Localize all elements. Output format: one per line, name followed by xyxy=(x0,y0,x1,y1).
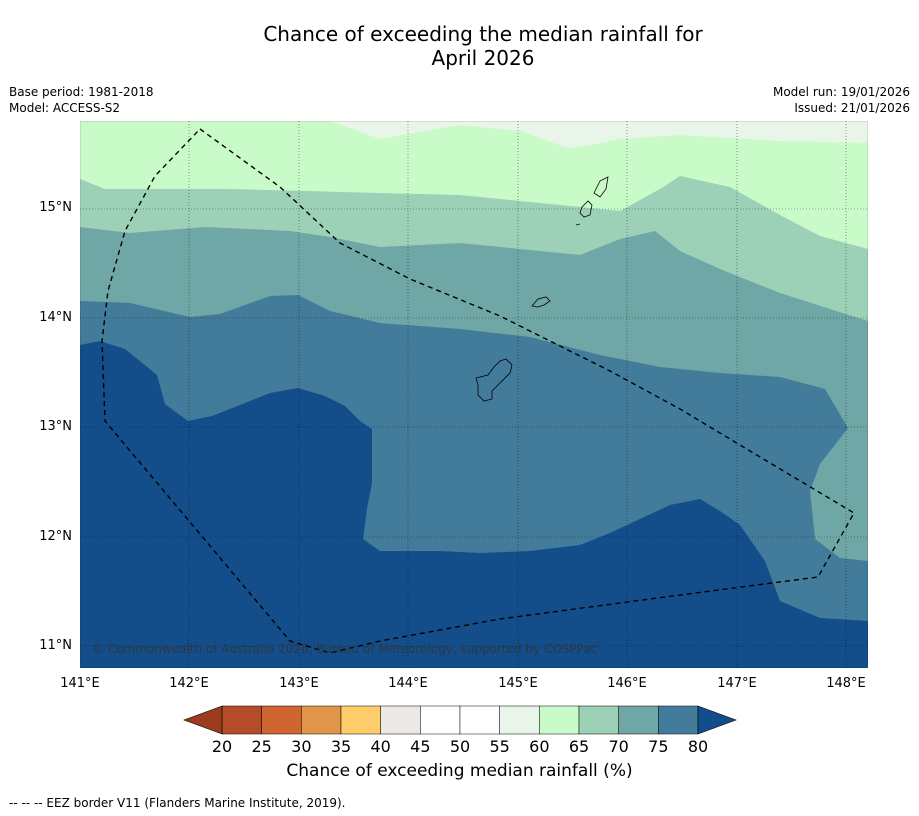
title-line-1: Chance of exceeding the median rainfall … xyxy=(263,22,703,46)
lat-tick-12: 12°N xyxy=(39,529,72,544)
colorbar-segment xyxy=(420,705,461,735)
lat-tick-14: 14°N xyxy=(39,310,72,325)
copyright-notice: © Commonwealth of Australia 2026, Bureau… xyxy=(92,642,598,656)
colorbar-segment xyxy=(618,705,659,735)
island-saipan xyxy=(593,176,609,198)
model-name: Model: ACCESS-S2 xyxy=(9,101,121,115)
colorbar-segment xyxy=(340,705,381,735)
lon-tick-143: 143°E xyxy=(279,676,319,691)
colorbar-label: Chance of exceeding median rainfall (%) xyxy=(286,761,633,781)
colorbar-tick: 25 xyxy=(251,737,272,756)
lon-tick-141: 141°E xyxy=(60,676,100,691)
colorbar-segment xyxy=(459,705,500,735)
island-aguijan xyxy=(575,223,581,226)
lon-tick-145: 145°E xyxy=(498,676,538,691)
colorbar-tick: 60 xyxy=(529,737,550,756)
lat-tick-13: 13°N xyxy=(39,419,72,434)
graticule xyxy=(80,121,868,668)
colorbar-tick: 30 xyxy=(291,737,312,756)
island-rota xyxy=(531,296,551,308)
lon-tick-147: 147°E xyxy=(717,676,757,691)
colorbar-segment xyxy=(261,705,302,735)
model-run: Model run: 19/01/2026 xyxy=(772,85,910,99)
rainfall-map xyxy=(80,121,868,668)
lat-tick-15: 15°N xyxy=(39,200,72,215)
colorbar-tick: 80 xyxy=(687,737,709,756)
issued-date: Issued: 21/01/2026 xyxy=(794,101,910,115)
colorbar-tick: 75 xyxy=(648,737,669,756)
meta-right: Model run: 19/01/2026 Issued: 21/01/2026 xyxy=(773,84,910,116)
lat-tick-11: 11°N xyxy=(39,638,72,653)
colorbar-tick: 40 xyxy=(370,737,391,756)
colorbar-tick: 65 xyxy=(568,737,590,756)
colorbar-segment xyxy=(499,705,540,735)
islands xyxy=(475,176,609,402)
colorbar-tick: 20 xyxy=(211,737,233,756)
eez-border xyxy=(101,128,855,654)
colorbar-under-arrow xyxy=(183,705,223,735)
colorbar-over-arrow xyxy=(697,705,737,735)
lon-tick-144: 144°E xyxy=(388,676,428,691)
footnote: -- -- -- EEZ border V11 (Flanders Marine… xyxy=(9,796,346,810)
colorbar-tick: 50 xyxy=(449,737,471,756)
colorbar-tick: 35 xyxy=(330,737,352,756)
lon-tick-146: 146°E xyxy=(607,676,647,691)
colorbar-segment xyxy=(539,705,580,735)
colorbar-tick: 45 xyxy=(410,737,431,756)
lon-tick-148: 148°E xyxy=(826,676,866,691)
band-over-80 xyxy=(80,341,868,668)
colorbar-segment xyxy=(380,705,421,735)
colorbar-segment xyxy=(578,705,619,735)
island-tinian xyxy=(579,200,593,218)
base-period: Base period: 1981-2018 xyxy=(9,85,154,99)
colorbar-tick: 55 xyxy=(489,737,510,756)
chart-title: Chance of exceeding the median rainfall … xyxy=(0,22,919,70)
lon-tick-142: 142°E xyxy=(169,676,209,691)
island-guam xyxy=(475,358,513,402)
colorbar-segment xyxy=(221,705,262,735)
band-55-60 xyxy=(330,121,868,149)
colorbar-tick: 70 xyxy=(608,737,629,756)
colorbar xyxy=(183,705,737,735)
meta-left: Base period: 1981-2018 Model: ACCESS-S2 xyxy=(9,84,154,116)
title-line-2: April 2026 xyxy=(431,46,535,70)
colorbar-segment xyxy=(301,705,342,735)
colorbar-segment xyxy=(658,705,699,735)
